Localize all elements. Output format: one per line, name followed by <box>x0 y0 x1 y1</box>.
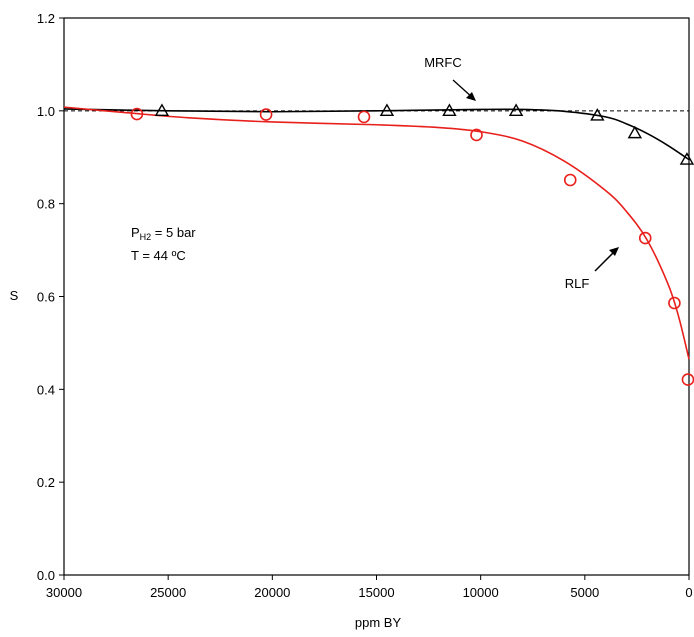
x-tick-label: 5000 <box>570 585 599 600</box>
data-points <box>131 105 693 385</box>
y-tick-label: 0.6 <box>37 290 55 305</box>
mrfc-label: MRFC <box>424 55 462 70</box>
temperature-annotation: T = 44 ºC <box>131 248 186 263</box>
rlf-data-point <box>359 111 370 122</box>
pressure-prefix: P <box>131 225 140 240</box>
rlf-arrow <box>595 251 615 271</box>
x-axis-title: ppm BY <box>355 615 402 630</box>
y-tick-label: 1.0 <box>37 104 55 119</box>
rlf-data-point <box>682 374 693 385</box>
pressure-subscript: H2 <box>140 232 152 242</box>
x-tick-label: 20000 <box>254 585 290 600</box>
y-tick-label: 0.4 <box>37 382 55 397</box>
y-tick-label: 0.2 <box>37 475 55 490</box>
y-tick-label: 1.2 <box>37 11 55 26</box>
y-tick-label: 0.8 <box>37 197 55 212</box>
rlf-data-point <box>261 109 272 120</box>
axes <box>64 18 689 575</box>
x-tick-label: 0 <box>685 585 692 600</box>
y-tick-label: 0.0 <box>37 568 55 583</box>
ticks: 30000 25000 20000 15000 10000 5000 0 0.0 0.2 0.4 0… <box>37 11 693 600</box>
x-tick-label: 25000 <box>150 585 186 600</box>
pressure-annotation: PH2 = 5 bar <box>131 225 196 242</box>
mrfc-fit-curve <box>64 109 689 160</box>
pressure-suffix: = 5 bar <box>151 225 196 240</box>
rlf-label: RLF <box>565 276 590 291</box>
y-axis-title: S <box>10 288 19 303</box>
x-tick-label: 10000 <box>463 585 499 600</box>
x-tick-label: 30000 <box>46 585 82 600</box>
x-tick-label: 15000 <box>358 585 394 600</box>
plot-frame <box>64 18 689 575</box>
rlf-data-point <box>565 174 576 185</box>
